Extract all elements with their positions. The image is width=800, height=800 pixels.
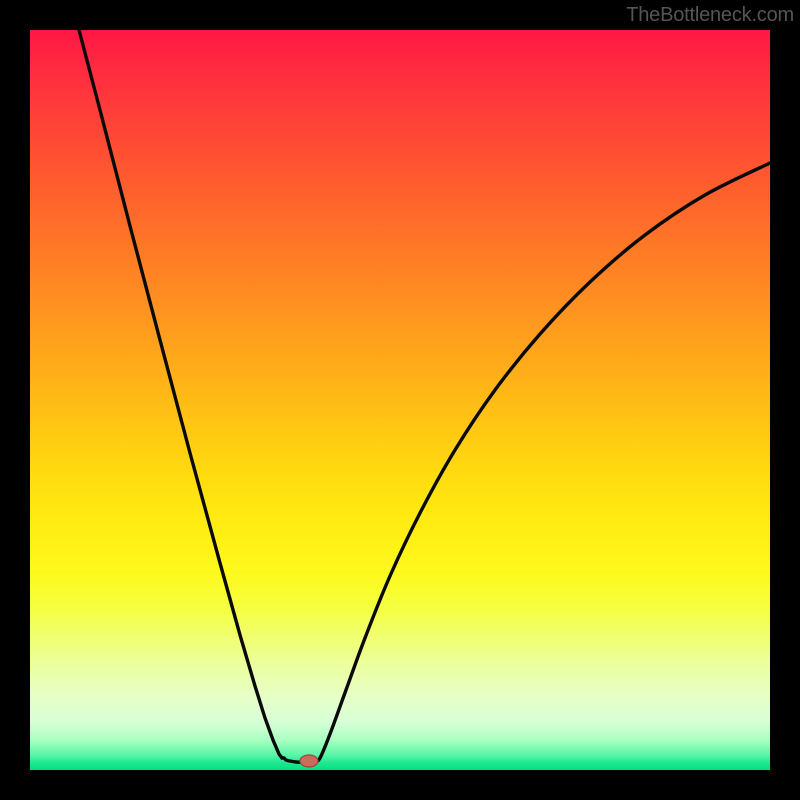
gradient-background [30, 30, 770, 770]
chart-container: TheBottleneck.com [0, 0, 800, 800]
bottleneck-chart [0, 0, 800, 800]
optimum-marker [300, 755, 318, 767]
watermark: TheBottleneck.com [626, 4, 794, 27]
